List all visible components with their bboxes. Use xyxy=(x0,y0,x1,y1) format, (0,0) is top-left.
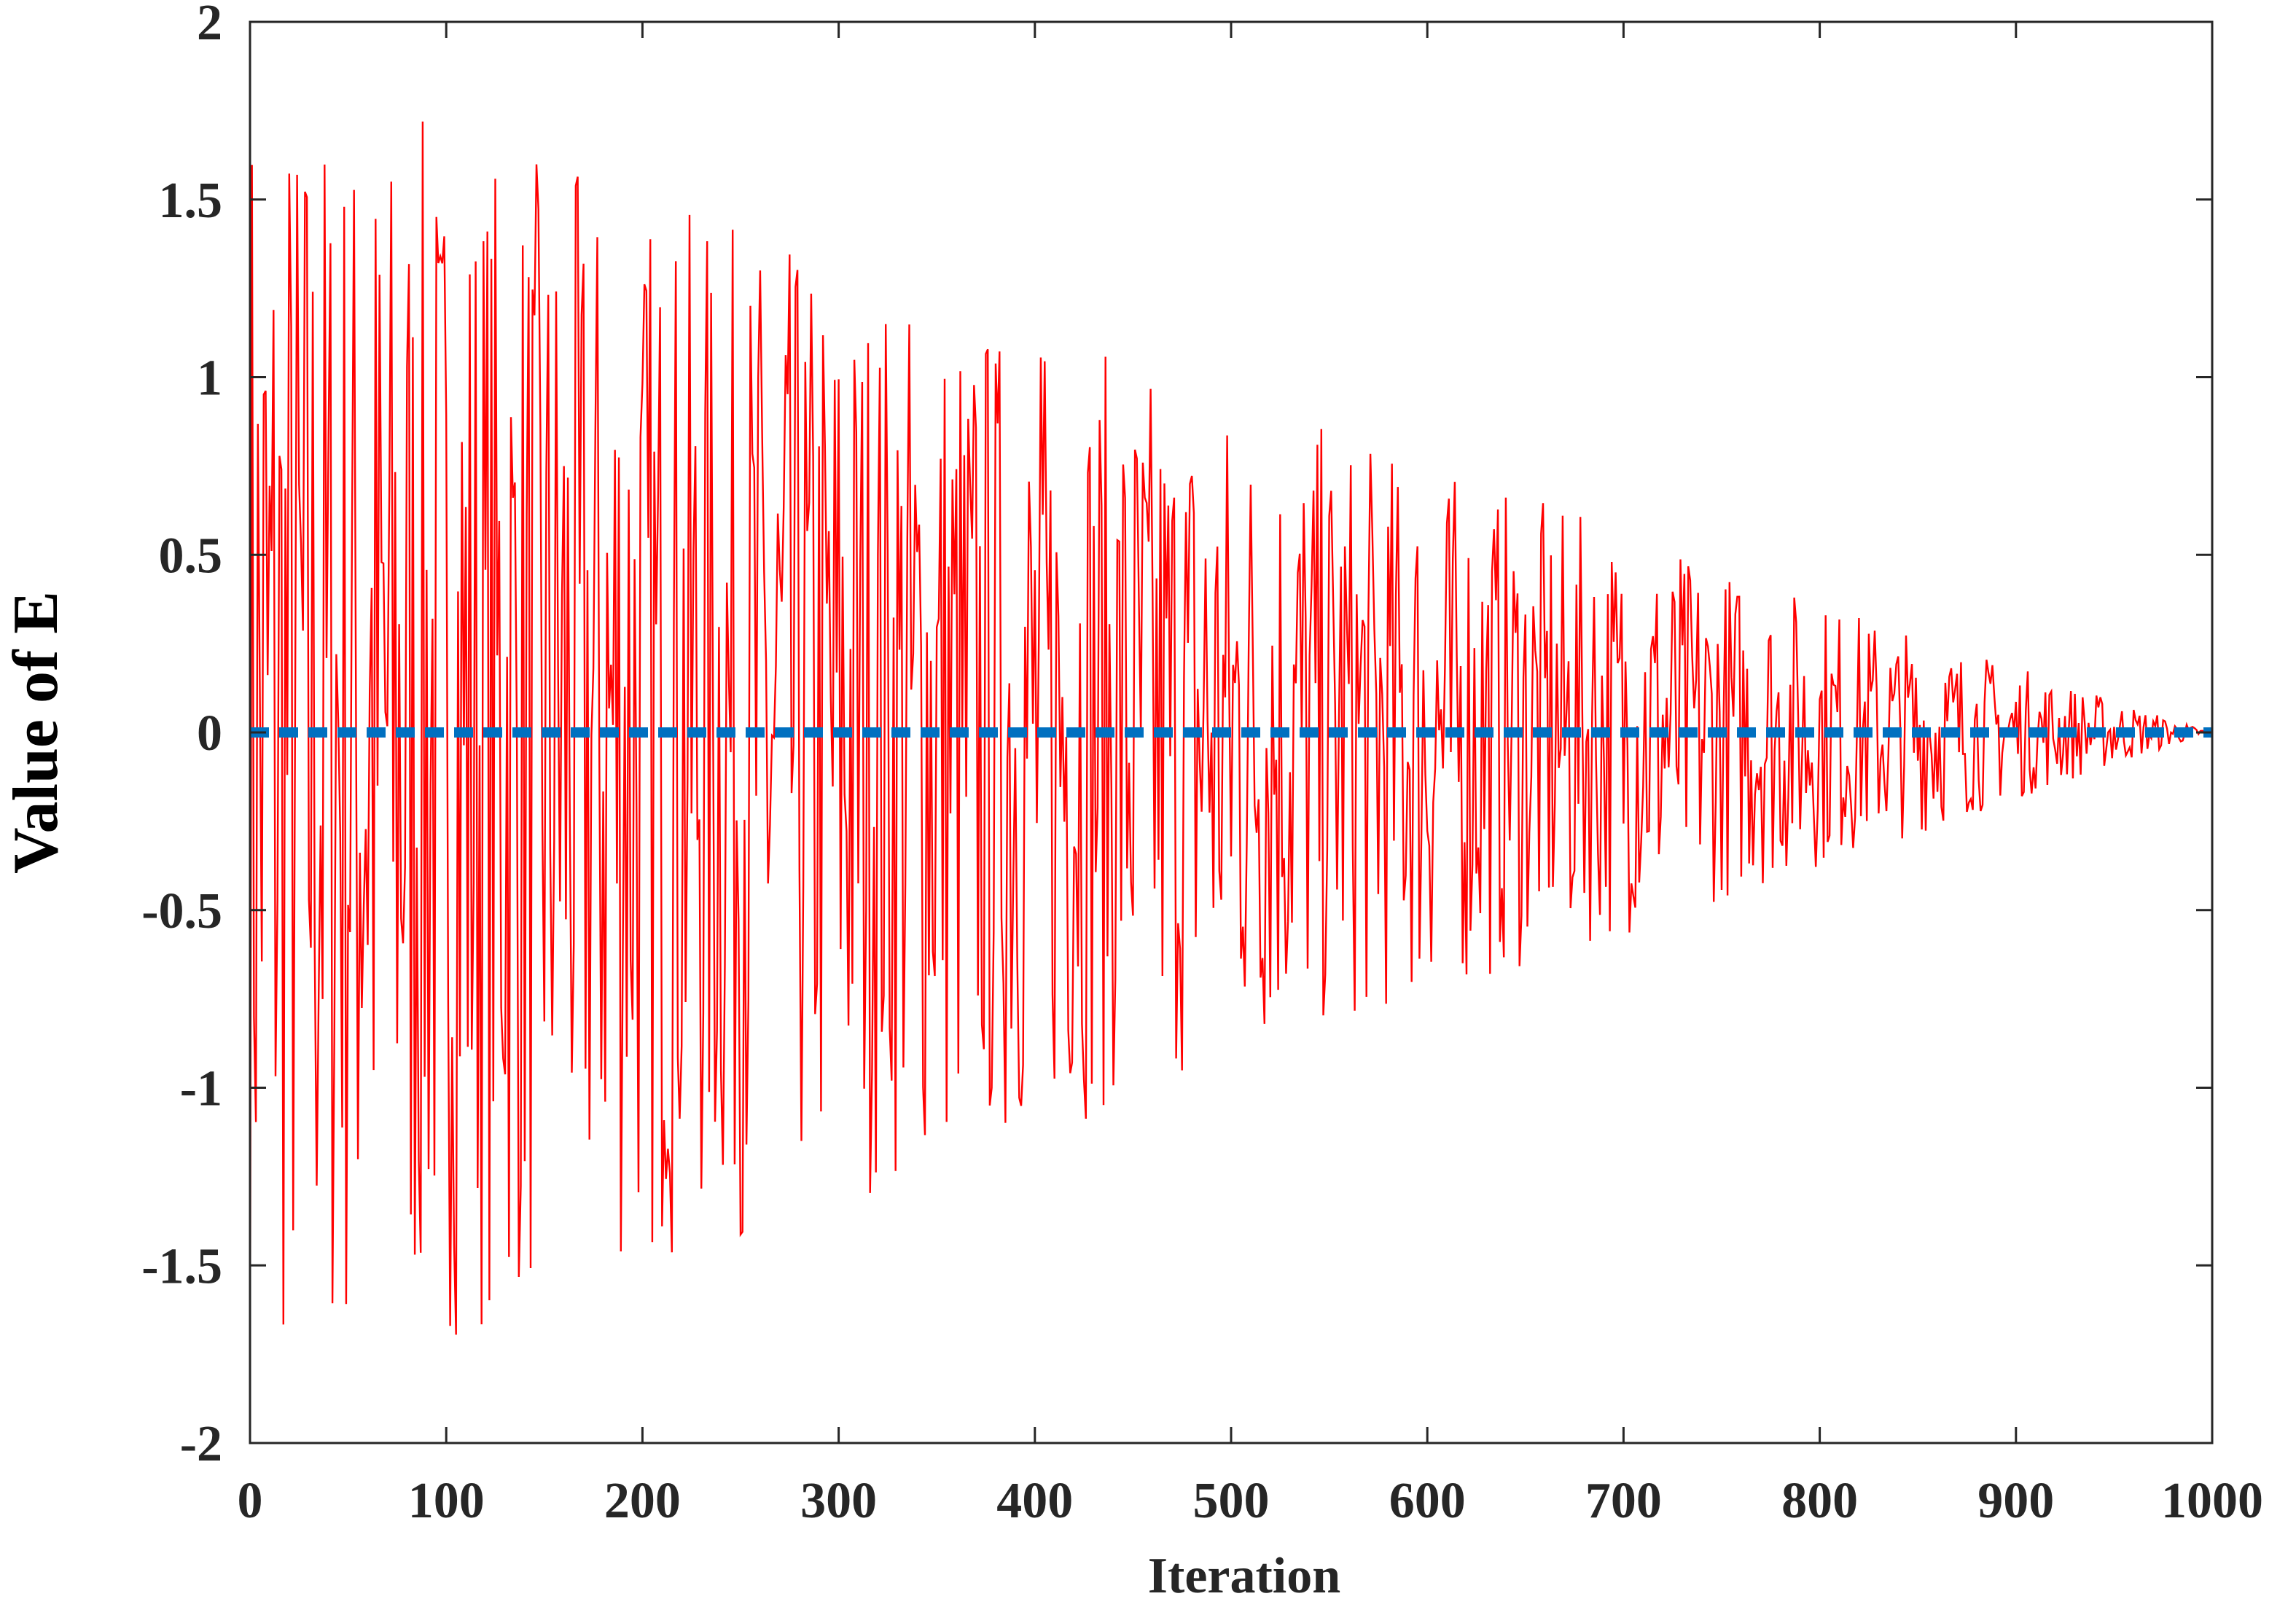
x-tick-label: 700 xyxy=(1585,1473,1662,1529)
x-tick-label: 500 xyxy=(1193,1473,1270,1529)
x-tick-label: 200 xyxy=(604,1473,681,1529)
y-tick-label: 0.5 xyxy=(159,528,223,584)
x-tick-label: 600 xyxy=(1389,1473,1466,1529)
y-tick-label: 1 xyxy=(197,351,222,407)
x-tick-label: 100 xyxy=(408,1473,485,1529)
y-tick-label: 0 xyxy=(197,705,222,762)
series-layer xyxy=(250,121,2212,1408)
x-tick-label: 0 xyxy=(238,1473,263,1529)
y-tick-label: -1 xyxy=(180,1061,222,1117)
y-tick-label: -0.5 xyxy=(141,883,222,939)
x-tick-label: 1000 xyxy=(2161,1473,2263,1529)
x-tick-label: 300 xyxy=(800,1473,877,1529)
y-tick-label: 2 xyxy=(197,0,222,51)
x-tick-label: 900 xyxy=(1977,1473,2054,1529)
series-line-energy xyxy=(250,121,2212,1408)
y-axis-label: Value of E xyxy=(1,591,71,874)
x-tick-label: 800 xyxy=(1781,1473,1858,1529)
y-tick-label: -2 xyxy=(180,1416,222,1472)
y-tick-label: -1.5 xyxy=(141,1238,222,1294)
tick-layer: 0 100 200 300 400 500 600 700 800 900 1000 -2 -1.5 -1… xyxy=(141,0,2263,1529)
x-axis-label: Iteration xyxy=(1148,1548,1340,1603)
x-tick-label: 400 xyxy=(996,1473,1073,1529)
y-tick-label: 1.5 xyxy=(159,173,223,229)
